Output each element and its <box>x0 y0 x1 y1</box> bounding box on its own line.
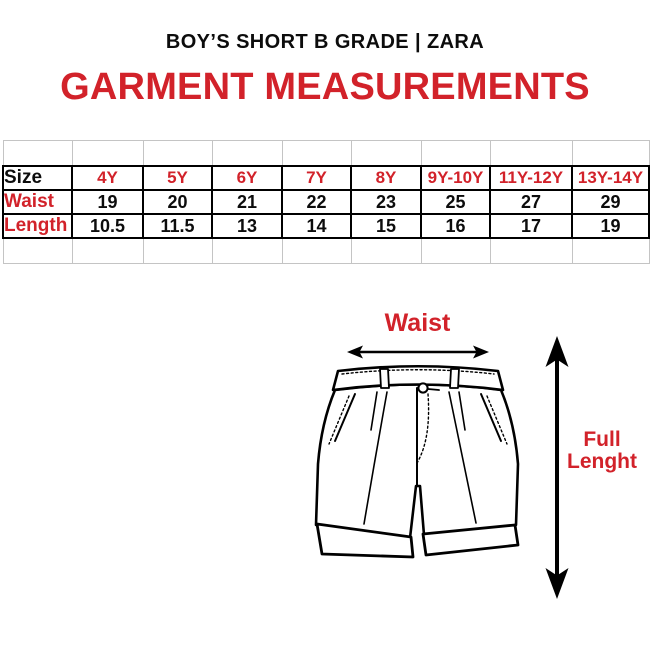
ghost-row-bottom <box>2 237 650 264</box>
shorts-drawing <box>314 364 520 559</box>
value-cell: 19 <box>71 189 144 215</box>
size-column-header: 11Y-12Y <box>489 165 573 191</box>
ghost-cell <box>2 237 73 264</box>
ghost-cell <box>571 237 650 264</box>
row-label-cell: Length <box>2 213 73 239</box>
size-column-header: 5Y <box>142 165 213 191</box>
value-cell: 17 <box>489 213 573 239</box>
horizontal-double-arrow-icon <box>347 345 489 359</box>
value-cell: 14 <box>281 213 352 239</box>
value-cell: 23 <box>350 189 422 215</box>
ghost-cell <box>571 140 650 167</box>
value-cell: 13 <box>211 213 283 239</box>
measurement-sheet: Size 4Y 5Y 6Y 7Y 8Y 9Y-10Y 11Y-12Y 13Y-1… <box>2 140 650 264</box>
full-length-label-line1: Full <box>583 428 621 451</box>
ghost-cell <box>211 237 283 264</box>
size-column-header: 13Y-14Y <box>571 165 650 191</box>
ghost-row-top <box>2 140 650 167</box>
size-column-header: 4Y <box>71 165 144 191</box>
page-title: GARMENT MEASUREMENTS <box>60 66 590 108</box>
size-header-row: Size 4Y 5Y 6Y 7Y 8Y 9Y-10Y 11Y-12Y 13Y-1… <box>2 165 650 191</box>
ghost-cell <box>420 140 491 167</box>
value-cell: 10.5 <box>71 213 144 239</box>
ghost-cell <box>142 237 213 264</box>
ghost-cell <box>420 237 491 264</box>
ghost-cell <box>281 140 352 167</box>
waist-row: Waist 19 20 21 22 23 25 27 29 <box>2 189 650 215</box>
value-cell: 29 <box>571 189 650 215</box>
value-cell: 19 <box>571 213 650 239</box>
ghost-cell <box>211 140 283 167</box>
size-column-header: 7Y <box>281 165 352 191</box>
waist-measure-label: Waist <box>384 309 451 337</box>
brand-subtitle: BOY’S SHORT B GRADE | ZARA <box>165 31 485 53</box>
value-cell: 20 <box>142 189 213 215</box>
ghost-cell <box>142 140 213 167</box>
vertical-double-arrow-icon <box>545 336 569 599</box>
full-length-measure-label: Full Lenght <box>556 429 648 473</box>
size-column-header: 8Y <box>350 165 422 191</box>
length-row: Length 10.5 11.5 13 14 15 16 17 19 <box>2 213 650 239</box>
ghost-cell <box>489 237 573 264</box>
ghost-cell <box>71 140 144 167</box>
full-length-label-line2: Lenght <box>567 450 637 473</box>
value-cell: 25 <box>420 189 491 215</box>
corner-label-cell: Size <box>2 165 73 191</box>
size-column-header: 6Y <box>211 165 283 191</box>
ghost-cell <box>71 237 144 264</box>
value-cell: 11.5 <box>142 213 213 239</box>
size-chart-table: Size 4Y 5Y 6Y 7Y 8Y 9Y-10Y 11Y-12Y 13Y-1… <box>2 140 650 264</box>
ghost-cell <box>2 140 73 167</box>
ghost-cell <box>350 237 422 264</box>
ghost-cell <box>350 140 422 167</box>
ghost-cell <box>489 140 573 167</box>
value-cell: 22 <box>281 189 352 215</box>
value-cell: 16 <box>420 213 491 239</box>
row-label-cell: Waist <box>2 189 73 215</box>
value-cell: 15 <box>350 213 422 239</box>
size-column-header: 9Y-10Y <box>420 165 491 191</box>
value-cell: 27 <box>489 189 573 215</box>
value-cell: 21 <box>211 189 283 215</box>
ghost-cell <box>281 237 352 264</box>
